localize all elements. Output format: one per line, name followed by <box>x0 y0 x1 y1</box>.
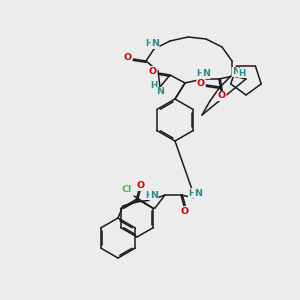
Text: N: N <box>151 40 159 49</box>
Text: N: N <box>156 88 164 97</box>
Text: H: H <box>146 38 153 47</box>
Text: O: O <box>218 92 226 100</box>
Text: Cl: Cl <box>122 185 132 194</box>
Text: O: O <box>137 182 145 190</box>
Text: O: O <box>181 206 189 215</box>
Text: N: N <box>150 191 158 200</box>
Text: H: H <box>196 68 204 77</box>
Text: H: H <box>188 188 196 197</box>
Text: N: N <box>232 68 240 76</box>
Text: H: H <box>146 190 153 200</box>
Text: N: N <box>194 190 202 199</box>
Text: O: O <box>124 52 132 62</box>
Text: O: O <box>197 79 205 88</box>
Text: H: H <box>238 68 246 77</box>
Text: N: N <box>202 70 210 79</box>
Text: O: O <box>149 67 157 76</box>
Text: H: H <box>150 80 158 89</box>
